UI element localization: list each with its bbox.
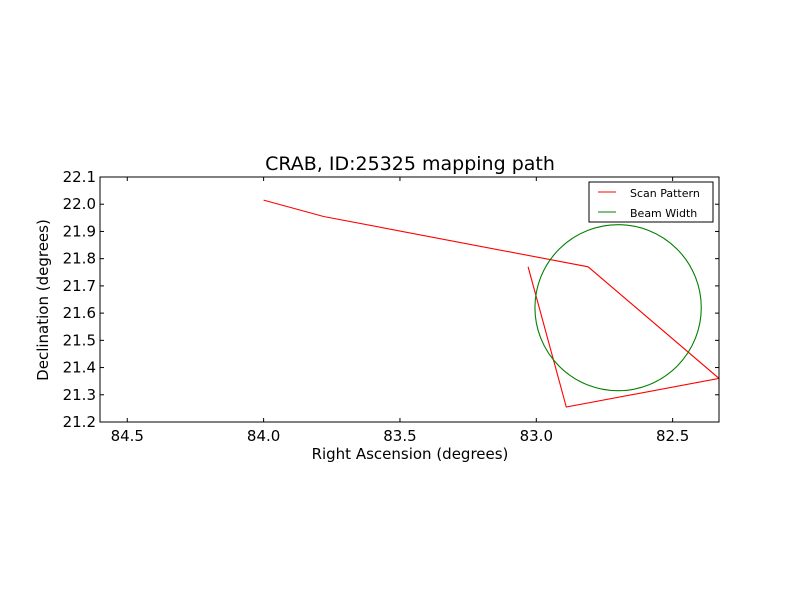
legend: Scan Pattern Beam Width <box>588 181 714 223</box>
series-group <box>263 199 719 408</box>
y-tick-label: 21.7 <box>63 277 96 295</box>
y-tick-label: 21.4 <box>63 359 96 377</box>
legend-label-scan-pattern: Scan Pattern <box>630 187 700 200</box>
x-tick-label: 84.5 <box>111 427 144 445</box>
x-tick-label: 83.0 <box>520 427 553 445</box>
legend-label-beam-width: Beam Width <box>630 207 697 220</box>
ticks-layer: 84.5 84.0 83.5 83.0 82.5 21.2 21.3 21.4 21.5 21.6… <box>63 168 719 445</box>
y-tick-label: 21.3 <box>63 386 96 404</box>
scan-pattern-line <box>527 266 719 408</box>
scan-pattern-line <box>263 199 719 379</box>
y-axis-label: Declination (degrees) <box>34 219 52 381</box>
x-tick-label: 82.5 <box>656 427 689 445</box>
y-tick-label: 21.8 <box>63 250 96 268</box>
chart-title: CRAB, ID:25325 mapping path <box>265 153 555 175</box>
legend-box <box>588 181 714 223</box>
y-tick-label: 21.6 <box>63 304 96 322</box>
y-tick-label: 21.2 <box>63 413 96 431</box>
plot-frame <box>99 176 720 423</box>
y-tick-label: 21.9 <box>63 222 96 240</box>
y-tick-label: 22.1 <box>63 168 96 186</box>
y-tick-label: 21.5 <box>63 331 96 349</box>
x-tick-label: 84.0 <box>247 427 280 445</box>
plot-area <box>99 176 720 423</box>
x-axis-label: Right Ascension (degrees) <box>312 445 509 463</box>
series-layer <box>263 199 719 408</box>
y-tick-label: 22.0 <box>63 195 96 213</box>
beam-width-circle <box>534 224 702 392</box>
x-tick-label: 83.5 <box>383 427 416 445</box>
